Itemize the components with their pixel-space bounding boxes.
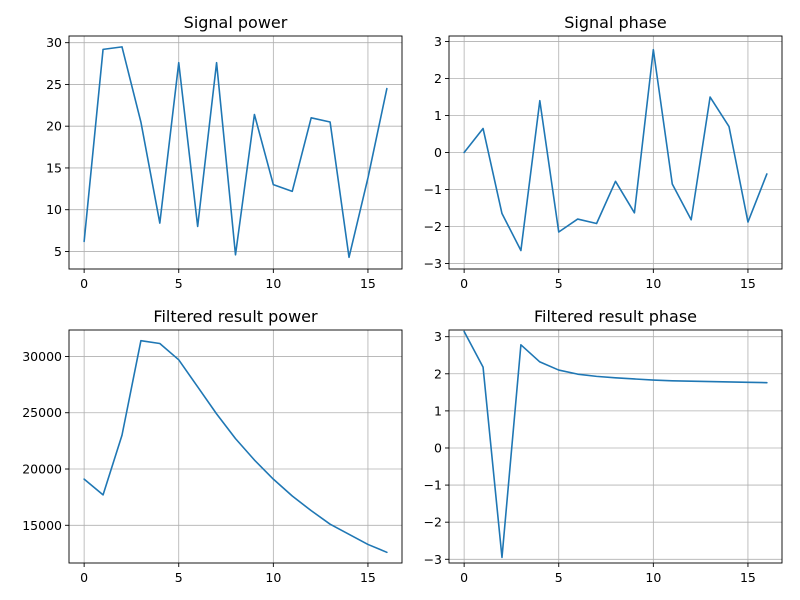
x-tick-label: 10	[265, 276, 281, 291]
axes-frame	[68, 35, 403, 270]
y-tick-label: −3	[424, 552, 442, 567]
y-tick-label: −2	[424, 515, 442, 530]
y-tick-label: 1	[434, 403, 442, 418]
x-tick-label: 5	[175, 276, 183, 291]
y-tick-label: 30	[46, 35, 62, 50]
x-tick-label: 15	[360, 276, 376, 291]
x-tick-label: 5	[175, 570, 183, 585]
y-tick-label: 10	[46, 202, 62, 217]
y-tick-label: 25	[46, 77, 62, 92]
chart-title: Filtered result phase	[534, 307, 697, 326]
y-tick-label: 0	[434, 440, 442, 455]
y-tick-label: 3	[434, 329, 442, 344]
y-tick-label: 2	[434, 366, 442, 381]
x-tick-label: 15	[740, 276, 756, 291]
y-tick-label: 15	[46, 160, 62, 175]
y-tick-label: 3	[434, 34, 442, 49]
series-line	[83, 339, 388, 554]
y-tick-label: −2	[424, 219, 442, 234]
x-tick-label: 0	[80, 276, 88, 291]
x-tick-label: 10	[645, 276, 661, 291]
y-tick-label: 20000	[22, 462, 62, 477]
y-tick-label: −3	[424, 256, 442, 271]
x-tick-label: 10	[645, 570, 661, 585]
y-tick-label: 25000	[22, 405, 62, 420]
x-tick-label: 5	[555, 570, 563, 585]
axes-frame	[448, 329, 783, 564]
x-tick-label: 0	[80, 570, 88, 585]
subplot-2: 0 5 10 15 −3 −2 −1 0 1 2 3 Signal phase	[424, 13, 783, 291]
series-line	[463, 330, 768, 559]
x-tick-label: 15	[740, 570, 756, 585]
y-tick-label: 1	[434, 108, 442, 123]
series-line	[83, 46, 388, 259]
chart-title: Filtered result power	[153, 307, 318, 326]
subplot-1: 0 5 10 15 5 10 15 20 25 30 Signal power	[46, 13, 403, 291]
y-tick-label: 20	[46, 119, 62, 134]
x-tick-label: 0	[460, 570, 468, 585]
y-tick-label: 5	[54, 244, 62, 259]
y-tick-label: 0	[434, 145, 442, 160]
y-tick-label: 30000	[22, 349, 62, 364]
axes-frame	[68, 329, 403, 564]
y-tick-label: 2	[434, 71, 442, 86]
chart-title: Signal power	[184, 13, 288, 32]
subplot-3: 0 5 10 15 15000 20000 25000 30000 Filtered resul…	[22, 307, 403, 585]
series-line	[463, 48, 768, 252]
y-tick-label: −1	[424, 478, 442, 493]
x-tick-label: 10	[265, 570, 281, 585]
x-tick-label: 0	[460, 276, 468, 291]
y-tick-label: −1	[424, 182, 442, 197]
chart-title: Signal phase	[564, 13, 667, 32]
x-tick-label: 15	[360, 570, 376, 585]
y-tick-label: 15000	[22, 518, 62, 533]
x-tick-label: 5	[555, 276, 563, 291]
subplot-4: 0 5 10 15 −3 −2 −1 0 1 2 3 Filtered result phase	[424, 307, 783, 585]
